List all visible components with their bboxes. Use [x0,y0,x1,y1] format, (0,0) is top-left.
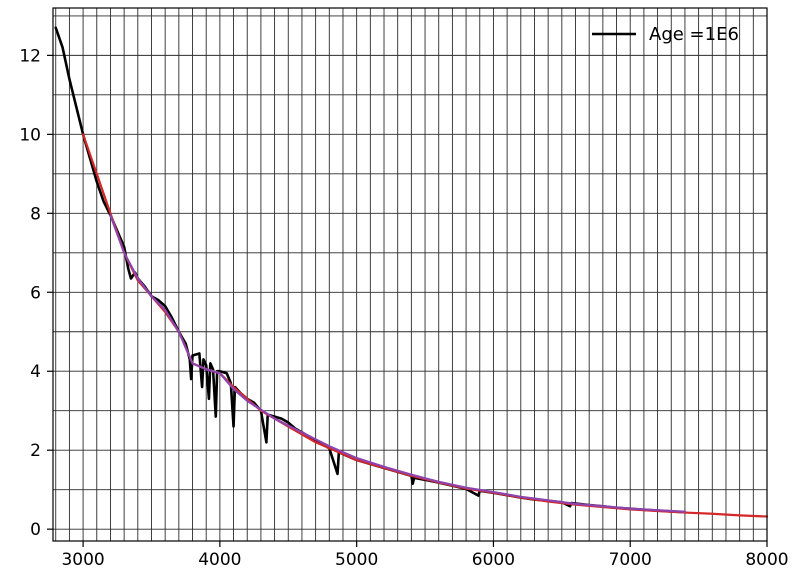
legend-label: Age =1E6 [649,24,739,45]
x-axis: 3000 4000 5000 6000 7000 8000 [61,541,789,570]
x-tick-label: 4000 [198,550,241,570]
y-tick-label: 6 [30,283,41,303]
x-tick-label: 5000 [335,550,378,570]
y-tick-label: 8 [30,204,41,224]
y-tick-label: 4 [30,362,41,382]
x-tick-label: 7000 [609,550,652,570]
y-tick-label: 2 [30,441,41,461]
legend: Age =1E6 [592,24,739,45]
x-tick-label: 6000 [472,550,515,570]
plot-frame [52,7,768,542]
x-tick-label: 3000 [61,550,104,570]
x-tick-label: 8000 [745,550,788,570]
y-tick-label: 0 [30,520,41,540]
y-tick-label: 12 [19,46,41,66]
y-tick-label: 10 [19,125,41,145]
series-group [54,26,769,518]
series-line-2 [109,214,687,513]
grid [53,8,768,541]
y-axis: 0 2 4 6 8 10 12 [19,46,53,540]
